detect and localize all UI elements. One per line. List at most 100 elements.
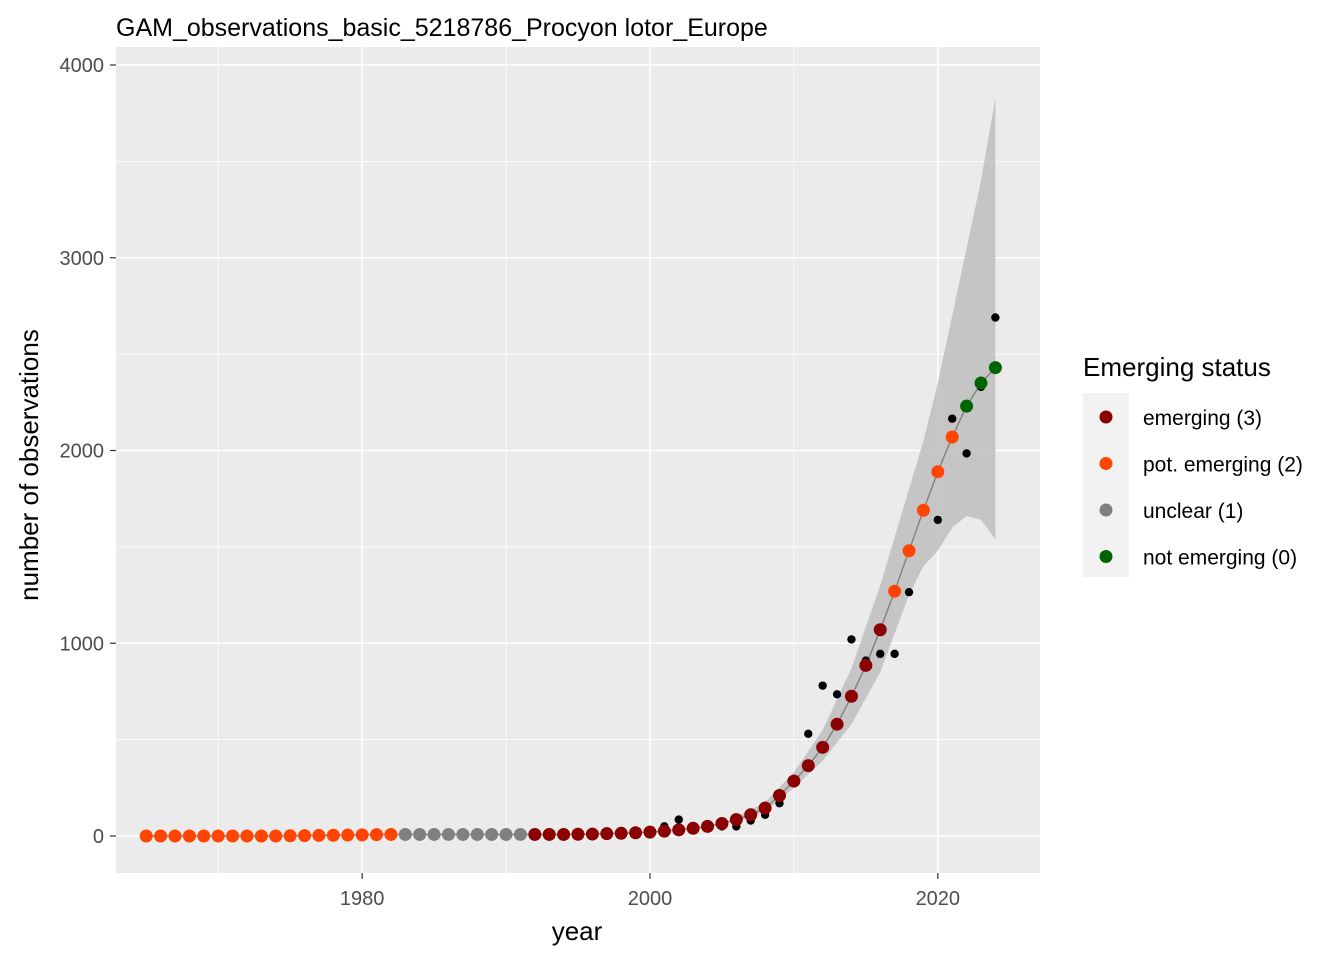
fitted-point xyxy=(254,829,268,843)
fitted-points xyxy=(139,361,1002,843)
fitted-point xyxy=(240,829,254,843)
legend-label: emerging (3) xyxy=(1143,407,1262,430)
x-tick-label: 2020 xyxy=(916,888,961,910)
fitted-point xyxy=(643,825,657,839)
legend-key xyxy=(1099,503,1113,517)
chart-title: GAM_observations_basic_5218786_Procyon l… xyxy=(116,14,768,42)
fitted-point xyxy=(154,829,168,843)
fitted-point xyxy=(916,503,930,517)
legend-label: unclear (1) xyxy=(1143,500,1243,523)
y-tick-label: 3000 xyxy=(60,248,105,270)
fitted-point xyxy=(456,827,470,841)
y-tick-label: 4000 xyxy=(60,55,105,77)
plot-panel xyxy=(116,47,1040,873)
fitted-point xyxy=(801,759,815,773)
fitted-point xyxy=(168,829,182,843)
fitted-point xyxy=(873,623,887,637)
fitted-point xyxy=(197,829,211,843)
x-axis-title: year xyxy=(552,916,603,946)
fitted-point xyxy=(787,774,801,788)
confidence-ribbon xyxy=(736,97,996,822)
fitted-point xyxy=(355,828,369,842)
fitted-point xyxy=(398,827,412,841)
fitted-point xyxy=(513,827,527,841)
legend-label: not emerging (0) xyxy=(1143,547,1297,570)
observed-point xyxy=(962,449,971,458)
fitted-point xyxy=(816,740,830,754)
y-axis-title: number of observations xyxy=(14,329,44,601)
y-tick-label: 1000 xyxy=(60,633,105,655)
fitted-point xyxy=(729,813,743,827)
fitted-point xyxy=(614,826,628,840)
fitted-point xyxy=(988,361,1002,375)
observed-point xyxy=(804,729,813,739)
observed-point xyxy=(933,515,943,525)
fitted-point xyxy=(182,829,196,843)
legend-title: Emerging status xyxy=(1083,352,1271,382)
legend-key xyxy=(1099,550,1113,563)
fitted-point xyxy=(226,829,240,843)
fitted-point xyxy=(499,827,513,841)
observed-point xyxy=(876,649,885,659)
legend-label: pot. emerging (2) xyxy=(1143,454,1303,477)
fitted-point xyxy=(830,717,844,731)
observed-point xyxy=(890,649,899,659)
fitted-point xyxy=(542,827,556,841)
fitted-point xyxy=(859,658,873,672)
x-tick-label: 1980 xyxy=(340,888,385,910)
x-axis: 1980 2000 2020 xyxy=(340,873,960,910)
fitted-point xyxy=(931,465,945,479)
x-tick-label: 2000 xyxy=(628,888,673,910)
fitted-point xyxy=(470,827,484,841)
fitted-point xyxy=(211,829,225,843)
fitted-point xyxy=(571,827,585,841)
fitted-point xyxy=(629,826,643,840)
fitted-point xyxy=(672,823,686,837)
legend-key xyxy=(1099,457,1113,470)
fitted-point xyxy=(715,816,729,830)
legend-key xyxy=(1099,410,1113,424)
grid-minor xyxy=(116,47,1040,873)
fitted-point xyxy=(888,584,902,598)
fitted-point xyxy=(341,828,355,842)
fitted-point xyxy=(701,819,715,833)
fitted-point xyxy=(485,827,499,841)
y-tick-label: 2000 xyxy=(60,441,105,463)
fitted-point xyxy=(772,789,786,803)
fitted-point xyxy=(283,829,297,843)
fitted-point xyxy=(758,801,772,815)
fitted-point xyxy=(945,430,959,444)
fitted-point xyxy=(657,824,671,838)
fitted-point xyxy=(686,821,700,835)
observed-point xyxy=(674,815,683,824)
fitted-point xyxy=(384,827,398,841)
fitted-point xyxy=(298,829,312,843)
observed-point xyxy=(818,681,827,690)
legend-key-background xyxy=(1083,393,1129,577)
fitted-point xyxy=(844,689,858,703)
legend: Emerging status emerging (3) pot. emergin… xyxy=(1083,352,1303,577)
fitted-point xyxy=(600,827,614,841)
fitted-point xyxy=(441,827,455,841)
fitted-point xyxy=(269,829,283,843)
observed-point xyxy=(832,690,842,699)
fitted-point xyxy=(960,399,974,413)
observed-point xyxy=(991,313,1000,322)
fitted-point xyxy=(974,376,988,390)
fitted-point xyxy=(744,808,758,822)
fitted-point xyxy=(326,828,340,842)
fitted-point xyxy=(902,544,916,558)
fitted-point xyxy=(312,828,326,842)
observed-point xyxy=(847,635,856,644)
fitted-point xyxy=(413,827,427,841)
fitted-point xyxy=(139,829,153,843)
fitted-point xyxy=(427,827,441,841)
fitted-point xyxy=(528,827,542,841)
y-tick-label: 0 xyxy=(93,826,104,848)
y-axis: 0 1000 2000 3000 4000 xyxy=(60,55,116,848)
fitted-point xyxy=(585,827,599,841)
fitted-point xyxy=(557,827,571,841)
fitted-point xyxy=(370,828,384,842)
observed-point xyxy=(948,414,957,423)
